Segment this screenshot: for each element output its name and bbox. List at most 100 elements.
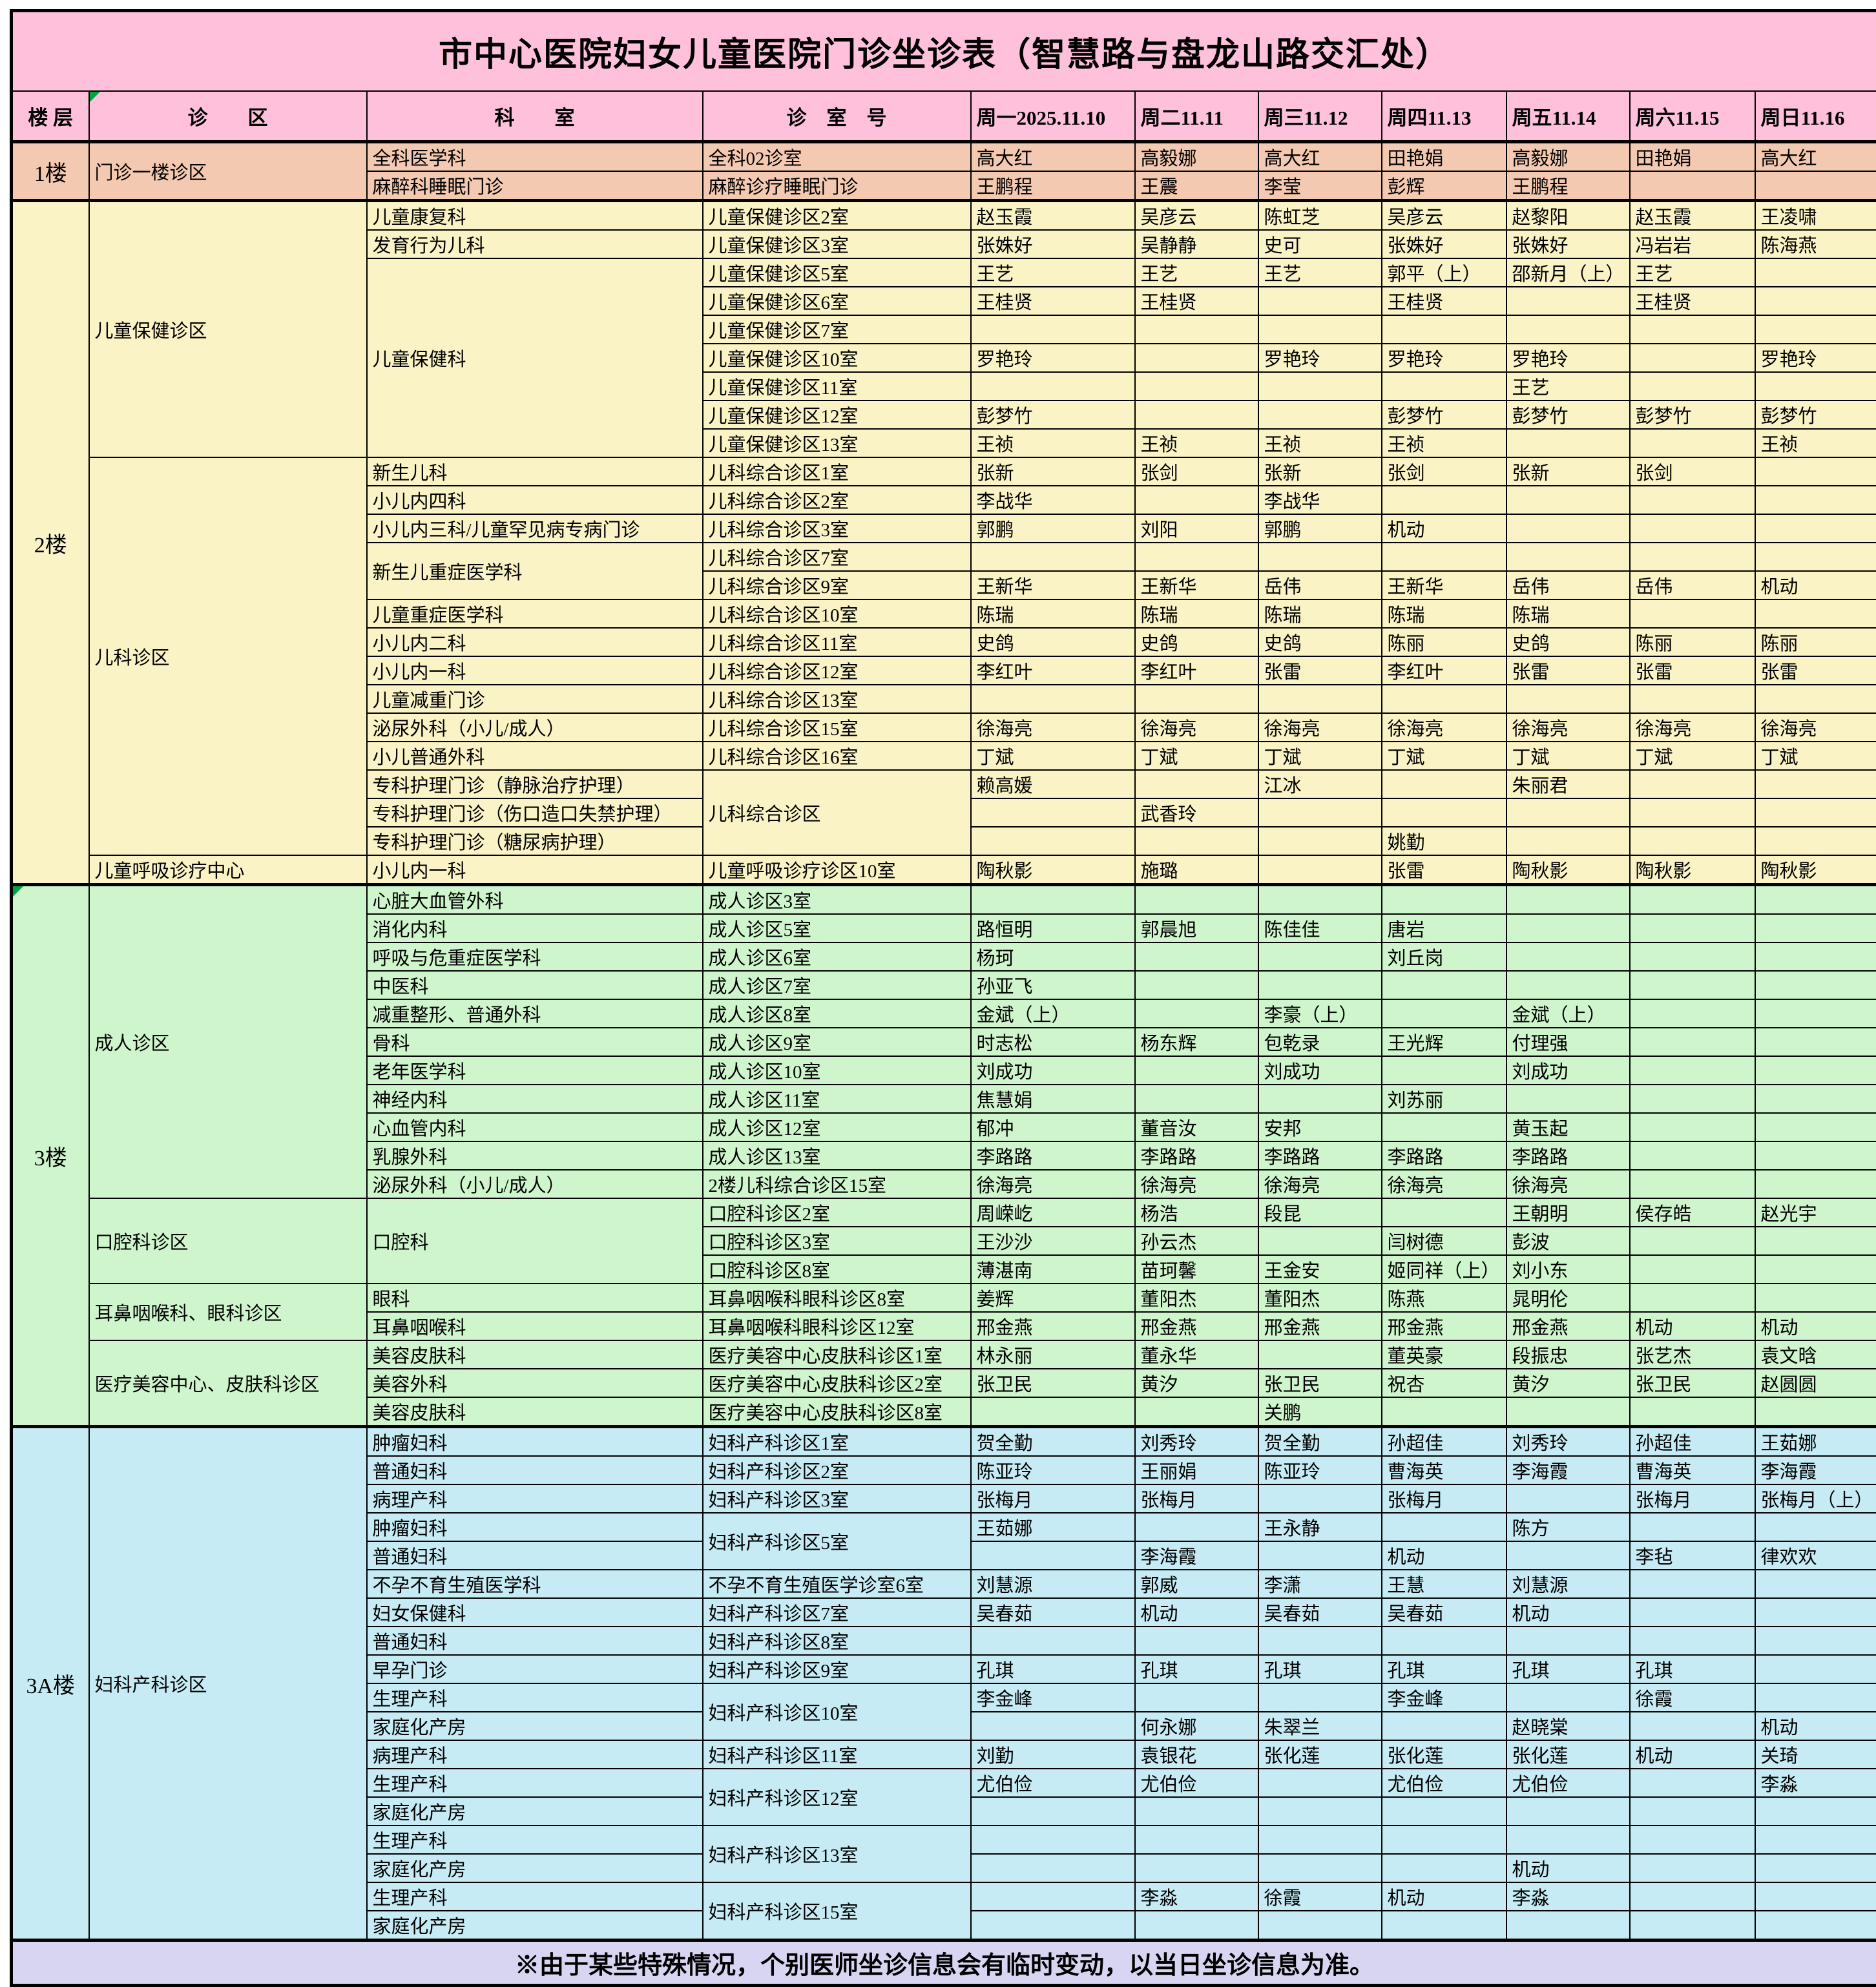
- schedule-cell: 郭鹏: [971, 514, 1135, 543]
- schedule-cell: 李毡: [1630, 1541, 1755, 1570]
- schedule-cell: 祝杏: [1382, 1369, 1506, 1397]
- dept-cell: 家庭化产房: [367, 1911, 703, 1940]
- dept-cell: 早孕门诊: [367, 1655, 703, 1683]
- schedule-cell: 林永丽: [971, 1340, 1135, 1369]
- schedule-cell: [1755, 1911, 1876, 1940]
- schedule-cell: 孔琪: [971, 1655, 1135, 1683]
- dept-cell: 老年医学科: [367, 1056, 703, 1085]
- dept-cell: 小儿内三科/儿童罕见病专病门诊: [367, 514, 703, 543]
- schedule-cell: [1506, 798, 1630, 827]
- schedule-cell: 张剑: [1630, 457, 1755, 486]
- room-cell: 成人诊区6室: [703, 942, 971, 971]
- schedule-cell: 赵光宇: [1755, 1198, 1876, 1227]
- schedule-cell: [1135, 486, 1258, 514]
- dept-cell: 专科护理门诊（静脉治疗护理）: [367, 770, 703, 798]
- col-header-monday: 周一2025.11.10: [971, 91, 1135, 142]
- schedule-cell: 陶秋影: [971, 855, 1135, 885]
- room-cell: 儿童保健诊区13室: [703, 429, 971, 457]
- schedule-cell: 机动: [1382, 514, 1506, 543]
- dept-cell: 减重整形、普通外科: [367, 999, 703, 1028]
- dept-cell: 美容皮肤科: [367, 1397, 703, 1427]
- room-cell: 儿童保健诊区6室: [703, 287, 971, 315]
- room-cell: 儿科综合诊区1室: [703, 457, 971, 486]
- schedule-cell: 陈佳佳: [1258, 914, 1382, 942]
- area-cell: 儿童保健诊区: [89, 201, 367, 458]
- schedule-cell: 张卫民: [1258, 1369, 1382, 1397]
- schedule-cell: 刘丘岗: [1382, 942, 1506, 971]
- schedule-cell: 李路路: [1135, 1141, 1258, 1170]
- dept-cell: 骨科: [367, 1028, 703, 1056]
- schedule-cell: [971, 1854, 1135, 1882]
- schedule-cell: [1630, 1826, 1755, 1854]
- schedule-cell: [1755, 315, 1876, 344]
- room-cell: 儿科综合诊区15室: [703, 713, 971, 742]
- dept-cell: 全科医学科: [367, 142, 703, 172]
- dept-cell: 家庭化产房: [367, 1854, 703, 1882]
- schedule-cell: [1258, 685, 1382, 713]
- schedule-cell: 吴彦云: [1382, 201, 1506, 231]
- schedule-cell: 李路路: [1382, 1141, 1506, 1170]
- schedule-cell: [1630, 1570, 1755, 1598]
- schedule-cell: 安邦: [1258, 1113, 1382, 1141]
- schedule-cell: 李豪（上）: [1258, 999, 1382, 1028]
- schedule-cell: [1135, 344, 1258, 372]
- schedule-cell: 赖高媛: [971, 770, 1135, 798]
- schedule-cell: 何永娜: [1135, 1712, 1258, 1740]
- dept-cell: 心血管内科: [367, 1113, 703, 1141]
- schedule-cell: [1755, 457, 1876, 486]
- schedule-cell: 王鹏程: [1506, 171, 1630, 201]
- room-cell: 儿童保健诊区2室: [703, 201, 971, 231]
- dept-cell: 肿瘤妇科: [367, 1427, 703, 1457]
- schedule-cell: 陈虹芝: [1258, 201, 1382, 231]
- schedule-cell: [1755, 914, 1876, 942]
- schedule-cell: [1755, 1797, 1876, 1826]
- schedule-cell: 李淼: [1755, 1769, 1876, 1797]
- schedule-cell: [971, 1712, 1135, 1740]
- schedule-cell: [1630, 1769, 1755, 1797]
- dept-cell: 小儿内一科: [367, 656, 703, 685]
- schedule-cell: [1755, 1085, 1876, 1113]
- schedule-cell: 机动: [1135, 1598, 1258, 1627]
- schedule-cell: [1755, 1826, 1876, 1854]
- schedule-cell: 董音汝: [1135, 1113, 1258, 1141]
- room-cell: 妇科产科诊区2室: [703, 1456, 971, 1484]
- schedule-cell: 尤伯俭: [1135, 1769, 1258, 1797]
- schedule-cell: 田艳娟: [1630, 142, 1755, 172]
- schedule-cell: 施璐: [1135, 855, 1258, 885]
- schedule-cell: 机动: [1382, 1541, 1506, 1570]
- schedule-cell: 罗艳玲: [1382, 344, 1506, 372]
- schedule-cell: [1506, 827, 1630, 855]
- schedule-cell: 岳伟: [1506, 571, 1630, 599]
- area-cell: 医疗美容中心、皮肤科诊区: [89, 1340, 367, 1427]
- room-cell: 儿童保健诊区7室: [703, 315, 971, 344]
- schedule-cell: 张雷: [1258, 656, 1382, 685]
- dept-cell: 耳鼻咽喉科: [367, 1312, 703, 1340]
- schedule-cell: 徐海亮: [971, 713, 1135, 742]
- schedule-cell: 王新华: [1382, 571, 1506, 599]
- schedule-cell: 邵新月（上）: [1506, 258, 1630, 287]
- dept-cell: 普通妇科: [367, 1456, 703, 1484]
- room-cell: 成人诊区10室: [703, 1056, 971, 1085]
- col-header-dept: 科 室: [367, 91, 703, 142]
- schedule-cell: [1630, 543, 1755, 571]
- schedule-cell: [1382, 1797, 1506, 1826]
- schedule-cell: 王艺: [1258, 258, 1382, 287]
- schedule-cell: 杨浩: [1135, 1198, 1258, 1227]
- schedule-cell: 吴春茹: [1258, 1598, 1382, 1627]
- dept-cell: 小儿内四科: [367, 486, 703, 514]
- schedule-cell: 陈丽: [1630, 628, 1755, 656]
- schedule-cell: [971, 1911, 1135, 1940]
- schedule-cell: [1630, 429, 1755, 457]
- room-cell: 医疗美容中心皮肤科诊区8室: [703, 1397, 971, 1427]
- schedule-cell: [1258, 287, 1382, 315]
- schedule-cell: [1258, 855, 1382, 885]
- schedule-cell: 曹海英: [1630, 1456, 1755, 1484]
- schedule-cell: 孔琪: [1258, 1655, 1382, 1683]
- schedule-cell: 郭鹏: [1258, 514, 1382, 543]
- schedule-cell: 王朝明: [1506, 1198, 1630, 1227]
- schedule-cell: [1755, 798, 1876, 827]
- schedule-cell: 黄汐: [1135, 1369, 1258, 1397]
- schedule-cell: 张艺杰: [1630, 1340, 1755, 1369]
- schedule-cell: [1382, 885, 1506, 915]
- col-header-sunday: 周日11.16: [1755, 91, 1876, 142]
